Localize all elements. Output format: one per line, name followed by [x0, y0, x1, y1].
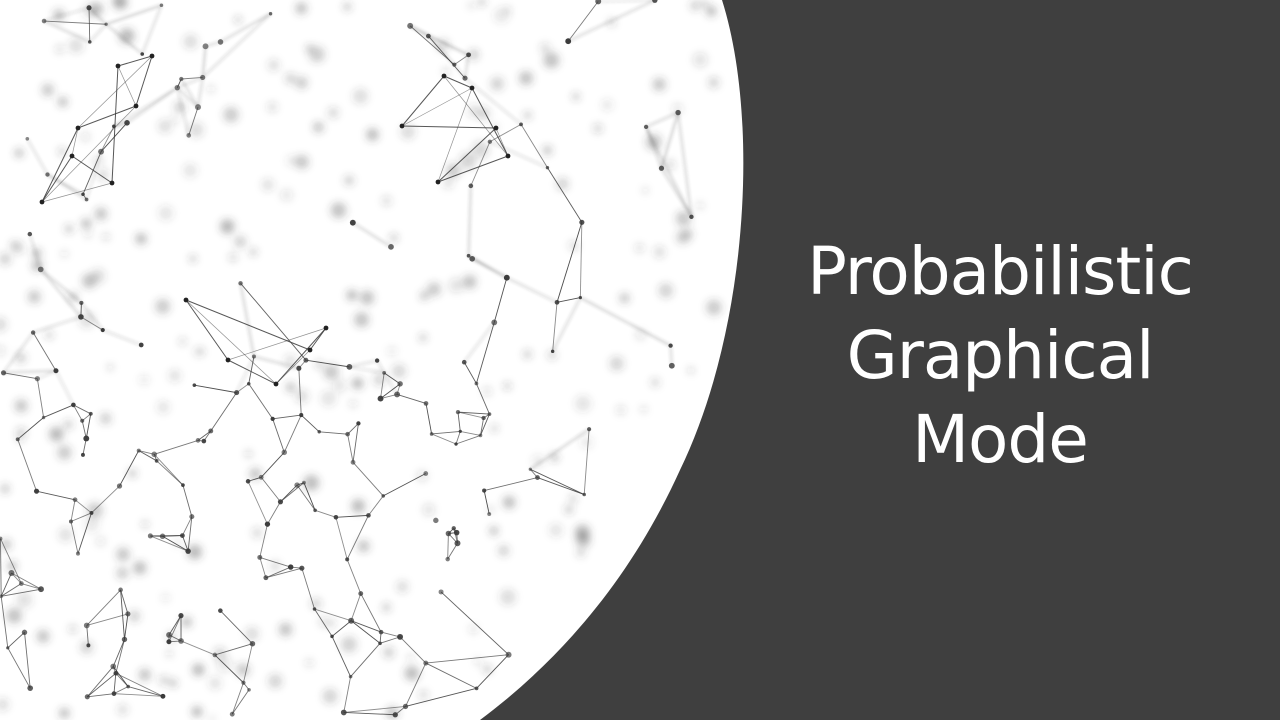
network-graph-image — [0, 0, 722, 720]
dark-panel — [480, 0, 1280, 720]
slide-title: Probabilistic Graphical Mode — [760, 230, 1240, 482]
title-line-1: Probabilistic — [807, 233, 1194, 310]
title-line-3: Mode — [912, 401, 1089, 478]
title-line-2: Graphical — [846, 317, 1155, 394]
